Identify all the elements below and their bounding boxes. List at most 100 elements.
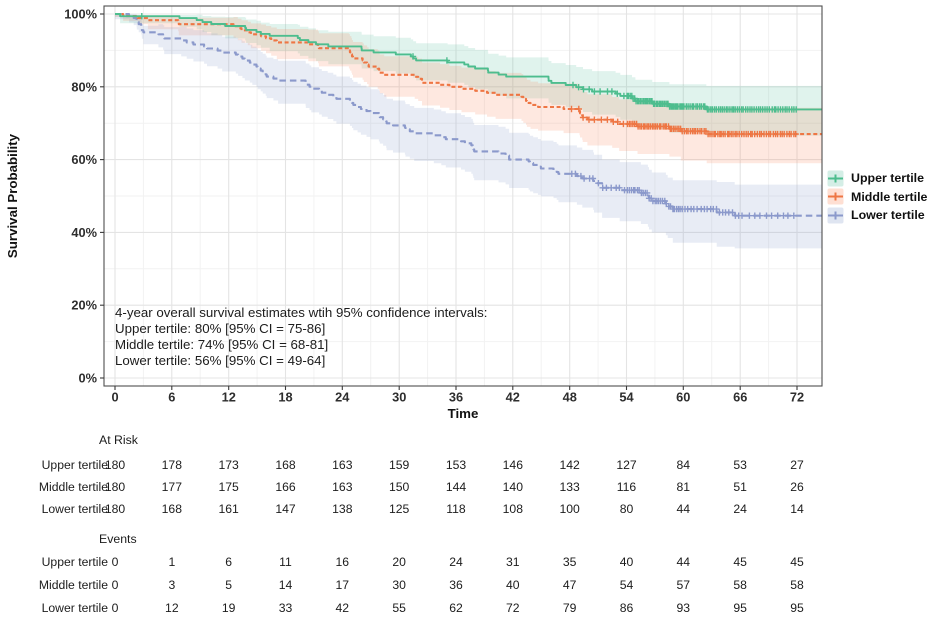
risk-table-value: 93	[676, 601, 691, 615]
risk-table-value: 47	[562, 578, 577, 592]
risk-table-value: 173	[218, 458, 239, 472]
x-axis-tick-label: 54	[619, 390, 634, 405]
censor-marks-middle-tertile	[568, 105, 799, 138]
grid-major	[104, 6, 822, 386]
ci-band-upper-tertile	[115, 14, 822, 136]
risk-table-value: 17	[335, 578, 350, 592]
risk-table-value: 100	[559, 502, 580, 516]
risk-table-value: 62	[449, 601, 463, 615]
censor-marks-lower-tertile	[568, 170, 797, 219]
risk-table-value: 146	[502, 458, 523, 472]
legend-label-middle-tertile: Middle tertile	[851, 189, 928, 204]
plot-area	[115, 12, 822, 249]
risk-table-value: 95	[790, 601, 804, 615]
legend-item-middle-tertile: Middle tertile	[827, 188, 927, 207]
legend-label-lower-tertile: Lower tertile	[851, 208, 925, 223]
risk-table-value: 45	[733, 555, 747, 569]
risk-table-value: 118	[446, 502, 466, 516]
risk-table-value: 44	[676, 502, 691, 516]
survival-curve-lower-tertile	[115, 12, 822, 217]
risk-table-value: 168	[161, 502, 182, 516]
risk-table-value: 163	[332, 458, 353, 472]
risk-table-value: 150	[388, 480, 410, 494]
x-axis-tick-label: 36	[449, 390, 463, 405]
risk-table-value: 44	[676, 555, 691, 569]
legend: Upper tertile Middle tertile Lower terti…	[827, 169, 927, 225]
middle-tertile-legend-key-icon	[827, 188, 844, 205]
risk-table-value: 53	[733, 458, 747, 472]
risk-table-value: 153	[445, 458, 467, 472]
risk-table-value: 0	[111, 555, 119, 569]
risk-table-row-label: Upper tertile	[41, 458, 108, 472]
y-axis-tick-label: 100%	[64, 7, 97, 22]
risk-table-value: 166	[275, 480, 296, 494]
y-axis-title: Survival Probability	[5, 133, 20, 258]
risk-table-value: 180	[104, 480, 126, 494]
risk-table-value: 27	[790, 458, 804, 472]
risk-table-value: 20	[392, 555, 406, 569]
legend-item-upper-tertile: Upper tertile	[827, 169, 927, 188]
risk-table-value: 30	[392, 578, 406, 592]
x-axis-tick-label: 48	[563, 390, 577, 405]
risk-table-value: 6	[225, 555, 233, 569]
risk-table-value: 58	[733, 578, 747, 592]
risk-table-value: 178	[161, 458, 182, 472]
risk-table-value: 24	[449, 555, 463, 569]
x-axis-tick-label: 72	[790, 390, 804, 405]
risk-table-value: 14	[790, 502, 804, 516]
y-axis-tick-label: 40%	[71, 225, 97, 240]
risk-table-value: 86	[619, 601, 634, 615]
risk-table-value: 42	[335, 601, 350, 615]
survival-curve-middle-tertile	[115, 12, 822, 136]
upper-tertile-legend-key-icon	[827, 170, 844, 187]
risk-table-value: 116	[616, 480, 637, 494]
annotation-line: Lower tertile: 56% [95% CI = 49-64]	[115, 353, 326, 369]
risk-table-value: 133	[559, 480, 580, 494]
risk-table-value: 16	[335, 555, 350, 569]
risk-table-value: 40	[619, 555, 634, 569]
y-axis-tick-label: 60%	[71, 152, 97, 167]
risk-table-value: 58	[790, 578, 804, 592]
annotation-line: 4-year overall survival estimates wtih 9…	[115, 305, 488, 320]
legend-label-upper-tertile: Upper tertile	[851, 171, 924, 186]
risk-table-value: 51	[733, 480, 747, 494]
risk-table-section-header: At Risk	[99, 433, 138, 447]
risk-table-value: 142	[559, 458, 580, 472]
x-axis-tick-label: 30	[392, 390, 406, 405]
risk-table-value: 36	[449, 578, 463, 592]
risk-table-row-label: Lower tertile	[41, 601, 108, 615]
risk-table-value: 12	[165, 601, 179, 615]
risk-table-row-label: Middle tertile	[38, 480, 108, 494]
risk-table-value: 108	[502, 502, 523, 516]
risk-table-value: 57	[676, 578, 691, 592]
risk-table-value: 84	[676, 458, 691, 472]
risk-table-value: 177	[161, 480, 182, 494]
x-axis-tick-label: 24	[335, 390, 350, 405]
risk-table-value: 24	[733, 502, 747, 516]
x-axis-tick-label: 12	[222, 390, 236, 405]
risk-table-value: 33	[278, 601, 293, 615]
risk-table-row-label: Upper tertile	[41, 555, 108, 569]
risk-table-value: 72	[506, 601, 520, 615]
risk-table-value: 168	[275, 458, 296, 472]
risk-table-value: 144	[445, 480, 467, 494]
x-axis-tick-label: 0	[111, 390, 118, 405]
risk-table-value: 0	[111, 601, 119, 615]
risk-table-value: 1	[168, 555, 176, 569]
risk-table-value: 125	[388, 502, 410, 516]
risk-table-value: 35	[562, 555, 577, 569]
lower-tertile-legend-key-icon	[827, 207, 844, 224]
risk-table-value: 3	[168, 578, 176, 592]
risk-table-value: 19	[221, 601, 236, 615]
risk-table-value: 161	[218, 502, 239, 516]
legend-item-lower-tertile: Lower tertile	[827, 206, 927, 225]
x-axis-tick-label: 6	[168, 390, 175, 405]
risk-table-value: 81	[676, 480, 691, 494]
risk-table-value: 14	[278, 578, 293, 592]
risk-table-value: 138	[332, 502, 353, 516]
risk-table-value: 95	[733, 601, 747, 615]
censor-marks-upper-tertile	[138, 13, 800, 113]
risk-table-value: 54	[619, 578, 634, 592]
risk-table-value: 180	[104, 458, 126, 472]
x-axis-tick-label: 18	[278, 390, 292, 405]
